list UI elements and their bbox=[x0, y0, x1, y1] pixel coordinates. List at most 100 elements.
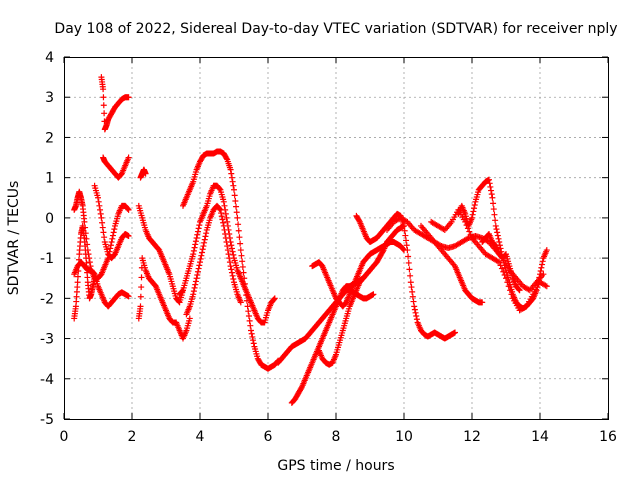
data-point bbox=[226, 259, 233, 266]
data-point bbox=[228, 242, 235, 249]
data-point bbox=[228, 266, 235, 273]
data-point bbox=[221, 202, 228, 209]
data-point bbox=[515, 286, 522, 293]
data-point bbox=[356, 217, 363, 224]
data-point bbox=[239, 258, 246, 265]
data-series bbox=[71, 222, 98, 322]
data-point bbox=[235, 227, 242, 234]
data-series bbox=[275, 287, 377, 366]
data-point bbox=[216, 206, 223, 213]
y-tick-label: -3 bbox=[40, 332, 54, 348]
data-series bbox=[479, 230, 523, 294]
data-point bbox=[360, 275, 367, 282]
data-point bbox=[95, 198, 102, 205]
data-point bbox=[230, 182, 237, 189]
data-point bbox=[464, 235, 471, 242]
data-point bbox=[248, 327, 254, 334]
data-point bbox=[179, 288, 186, 295]
data-point bbox=[199, 249, 206, 256]
data-point bbox=[222, 210, 229, 217]
data-point bbox=[409, 293, 416, 300]
x-tick-label: 2 bbox=[128, 429, 137, 445]
data-point bbox=[125, 232, 132, 239]
data-point bbox=[201, 239, 208, 246]
data-point bbox=[413, 316, 420, 323]
data-point bbox=[239, 263, 246, 270]
data-point bbox=[137, 303, 144, 310]
data-point bbox=[100, 94, 107, 101]
data-point bbox=[249, 333, 256, 340]
data-point bbox=[86, 259, 93, 266]
data-point bbox=[190, 288, 197, 295]
data-point bbox=[228, 245, 235, 252]
data-series bbox=[183, 202, 244, 318]
data-point bbox=[440, 226, 447, 233]
data-point bbox=[125, 94, 132, 101]
data-point bbox=[271, 296, 278, 303]
x-tick-labels: 0 2 4 6 8 10 12 14 16 bbox=[60, 429, 617, 445]
data-point bbox=[203, 230, 210, 237]
data-point bbox=[100, 86, 107, 93]
data-point bbox=[109, 232, 116, 239]
data-point bbox=[194, 268, 201, 275]
data-point bbox=[237, 299, 244, 306]
data-point bbox=[240, 269, 247, 276]
data-point bbox=[193, 275, 200, 282]
data-point bbox=[101, 234, 108, 241]
data-point bbox=[413, 313, 420, 320]
data-point bbox=[192, 278, 199, 285]
data-point bbox=[199, 246, 206, 253]
data-point bbox=[99, 219, 106, 226]
data-point bbox=[469, 214, 475, 221]
data-point bbox=[487, 183, 494, 190]
data-point bbox=[96, 202, 103, 209]
data-point bbox=[200, 243, 207, 250]
y-tick-label: -1 bbox=[40, 251, 54, 267]
data-point bbox=[404, 247, 411, 254]
data-point bbox=[370, 291, 377, 298]
data-point bbox=[202, 233, 209, 240]
y-tick-label: -2 bbox=[40, 291, 54, 307]
data-point bbox=[229, 248, 236, 255]
data-point bbox=[111, 226, 118, 233]
y-tick-label: 0 bbox=[45, 211, 54, 227]
data-point bbox=[197, 259, 203, 266]
data-series bbox=[91, 182, 132, 262]
data-point bbox=[488, 187, 495, 194]
data-point bbox=[222, 230, 229, 237]
x-tick-label: 12 bbox=[463, 429, 481, 445]
data-point bbox=[231, 192, 238, 199]
data-point bbox=[539, 258, 546, 265]
data-point bbox=[221, 226, 228, 233]
data-point bbox=[234, 214, 241, 221]
y-tick-label: 1 bbox=[45, 171, 54, 187]
data-point bbox=[109, 235, 116, 242]
x-axis-label: GPS time / hours bbox=[277, 458, 394, 474]
data-point bbox=[233, 209, 240, 216]
data-series bbox=[137, 166, 149, 181]
x-tick-label: 0 bbox=[60, 429, 69, 445]
data-point bbox=[137, 293, 144, 300]
x-tick-label: 4 bbox=[196, 429, 205, 445]
data-point bbox=[471, 202, 478, 209]
data-point bbox=[535, 277, 542, 284]
data-point bbox=[107, 242, 114, 249]
data-point bbox=[471, 205, 478, 212]
data-point bbox=[201, 236, 208, 243]
chart-title: Day 108 of 2022, Sidereal Day-to-day VTE… bbox=[54, 21, 617, 37]
data-point bbox=[401, 227, 408, 234]
data-point bbox=[543, 283, 550, 290]
data-point bbox=[138, 274, 145, 281]
data-point bbox=[224, 243, 231, 250]
data-point bbox=[537, 271, 543, 278]
data-point bbox=[107, 245, 114, 252]
data-point bbox=[95, 194, 101, 201]
data-point bbox=[493, 226, 500, 233]
data-point bbox=[534, 280, 541, 287]
grid bbox=[64, 57, 608, 419]
data-point bbox=[542, 282, 549, 289]
x-tick-label: 16 bbox=[599, 429, 617, 445]
data-point bbox=[536, 274, 543, 281]
data-point bbox=[101, 110, 108, 117]
data-point bbox=[401, 222, 407, 229]
